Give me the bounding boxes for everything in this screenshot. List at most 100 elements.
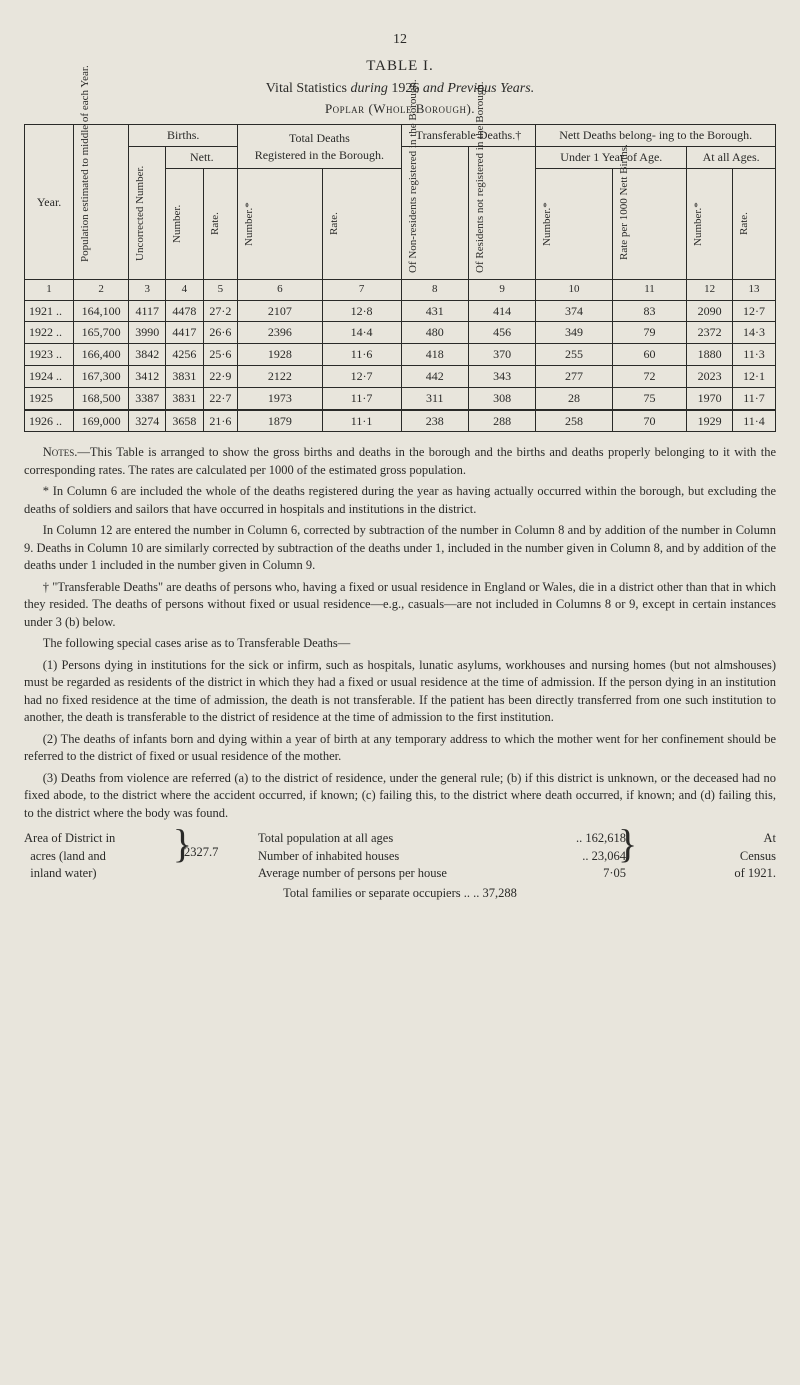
- cell: 11·3: [733, 344, 776, 366]
- cell: 308: [468, 387, 535, 409]
- cell: 60: [612, 344, 687, 366]
- cell: 1879: [238, 410, 322, 432]
- colnum: 10: [536, 280, 612, 300]
- cell: 431: [401, 300, 468, 322]
- th-nett: Nett.: [166, 147, 238, 169]
- summary-left-l2: acres (land and: [30, 849, 106, 863]
- cell: 12·7: [322, 365, 401, 387]
- cell-year: 1921 ..: [25, 300, 74, 322]
- cell: 349: [536, 322, 612, 344]
- cell: 72: [612, 365, 687, 387]
- th-nett-number: Number.: [166, 168, 203, 279]
- cell: 1880: [687, 344, 733, 366]
- cell: 3990: [129, 322, 166, 344]
- cell: 3387: [129, 387, 166, 409]
- notes-p5: The following special cases arise as to …: [24, 635, 776, 653]
- th-total-deaths: Total Deaths Registered in the Borough.: [238, 125, 401, 169]
- cell: 164,100: [74, 300, 129, 322]
- summary-left-l1: Area of District in: [24, 830, 184, 848]
- cell: 11·7: [733, 387, 776, 409]
- cell: 75: [612, 387, 687, 409]
- th-nonres-label: Of Non-residents registered in the Borou…: [405, 149, 422, 277]
- cell: 3412: [129, 365, 166, 387]
- notes-p3: In Column 12 are entered the number in C…: [24, 522, 776, 575]
- th-nett-number-label: Number.: [169, 186, 186, 262]
- cell: 258: [536, 410, 612, 432]
- table-row: 1923 ..166,4003842425625·6192811·6418370…: [25, 344, 776, 366]
- cell-year: 1924 ..: [25, 365, 74, 387]
- cell: 12·8: [322, 300, 401, 322]
- cell: 370: [468, 344, 535, 366]
- cell: 70: [612, 410, 687, 432]
- summary-area: 2327.7: [184, 830, 240, 862]
- summary-left-l3: inland water): [30, 866, 96, 880]
- colnum: 12: [687, 280, 733, 300]
- th-aa-rate: Rate.: [733, 168, 776, 279]
- summary-last: Total families or separate occupiers .. …: [24, 885, 776, 903]
- cell: 2090: [687, 300, 733, 322]
- th-nett-deaths: Nett Deaths belong- ing to the Borough.: [536, 125, 776, 147]
- th-aa-number: Number.*: [687, 168, 733, 279]
- notes-p7: (2) The deaths of infants born and dying…: [24, 731, 776, 766]
- cell: 27·2: [203, 300, 238, 322]
- cell: 2023: [687, 365, 733, 387]
- colnum: 13: [733, 280, 776, 300]
- cell: 165,700: [74, 322, 129, 344]
- cell: 28: [536, 387, 612, 409]
- notes-p2: * In Column 6 are included the whole of …: [24, 483, 776, 518]
- cell: 21·6: [203, 410, 238, 432]
- colnum: 11: [612, 280, 687, 300]
- th-atall: At all Ages.: [687, 147, 776, 169]
- cell: 255: [536, 344, 612, 366]
- cell: 11·4: [733, 410, 776, 432]
- table-row-final: 1926 .. 169,000 3274 3658 21·6 1879 11·1…: [25, 410, 776, 432]
- cell: 14·3: [733, 322, 776, 344]
- th-nett-rate: Rate.: [203, 168, 238, 279]
- th-transferable: Transferable Deaths.†: [401, 125, 536, 147]
- th-uncorrected-label: Uncorrected Number.: [132, 149, 149, 277]
- cell: 11·1: [322, 410, 401, 432]
- cell: 311: [401, 387, 468, 409]
- brace-left: }: [173, 826, 192, 862]
- cell: 418: [401, 344, 468, 366]
- table-row: 1924 ..167,3003412383122·9212212·7442343…: [25, 365, 776, 387]
- cell: 22·9: [203, 365, 238, 387]
- th-aa-number-label: Number.*: [690, 186, 707, 262]
- th-td-rate-label: Rate.: [326, 186, 343, 262]
- th-td-number: Number.*: [238, 168, 322, 279]
- cell: 2396: [238, 322, 322, 344]
- cell: 166,400: [74, 344, 129, 366]
- page: 12 TABLE I. Vital Statistics during 1926…: [24, 30, 776, 902]
- cell: 3658: [166, 410, 203, 432]
- table-title: TABLE I.: [24, 56, 776, 77]
- notes-label: Notes.: [43, 445, 78, 459]
- th-under1: Under 1 Year of Age.: [536, 147, 687, 169]
- cell: 4417: [166, 322, 203, 344]
- cell: 2122: [238, 365, 322, 387]
- th-td-bot: Registered in the Borough.: [255, 148, 384, 162]
- th-td-number-label: Number.*: [241, 186, 258, 262]
- th-td-rate: Rate.: [322, 168, 401, 279]
- cell: 4117: [129, 300, 166, 322]
- table-row: 1925168,5003387383122·7197311·7311308287…: [25, 387, 776, 409]
- cell: 14·4: [322, 322, 401, 344]
- cell: 12·7: [733, 300, 776, 322]
- th-u1-number-label: Number.*: [539, 186, 556, 262]
- summary-block: Area of District in acres (land and inla…: [24, 830, 776, 902]
- cell-year: 1925: [25, 387, 74, 409]
- cell: 4256: [166, 344, 203, 366]
- summary-right-l3: of 1921.: [626, 865, 776, 883]
- cell: 1928: [238, 344, 322, 366]
- cell: 11·7: [322, 387, 401, 409]
- colnum: 2: [74, 280, 129, 300]
- cell: 480: [401, 322, 468, 344]
- cell: 343: [468, 365, 535, 387]
- notes-section: Notes.—This Table is arranged to show th…: [24, 444, 776, 902]
- cell: 168,500: [74, 387, 129, 409]
- cell: 169,000: [74, 410, 129, 432]
- th-resnot: Of Residents not registered in the Borou…: [468, 147, 535, 280]
- summary-mid-l3b: 7·05: [603, 865, 626, 883]
- th-nett-rate-label: Rate.: [207, 186, 224, 262]
- cell: 288: [468, 410, 535, 432]
- cell: 374: [536, 300, 612, 322]
